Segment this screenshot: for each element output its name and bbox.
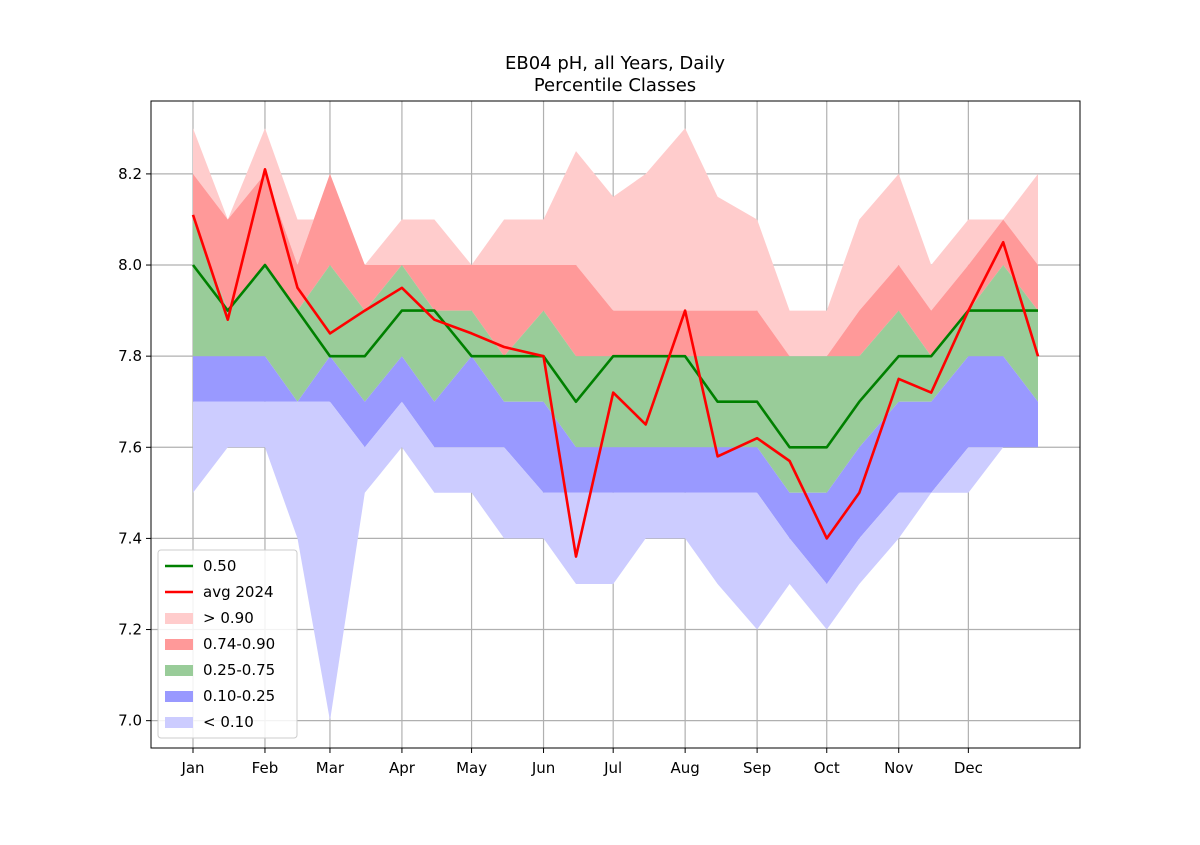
x-tick-label: Jul <box>603 759 622 777</box>
x-tick-label: Oct <box>814 759 840 777</box>
band-p25-p75 <box>193 219 1038 493</box>
chart-title: EB04 pH, all Years, Daily <box>505 53 725 74</box>
plot-area: 7.0 7.2 7.4 7.6 7.8 8.0 8.2 Jan Feb Mar Apr May Jun J… <box>118 100 1081 777</box>
y-tick-label: 8.0 <box>118 256 142 274</box>
band-p10-p25 <box>193 356 1038 584</box>
legend-label: 0.74-0.90 <box>203 635 275 653</box>
y-tick-label: 7.6 <box>118 438 142 456</box>
x-tick-label: Aug <box>670 759 699 777</box>
y-tick-label: 7.0 <box>118 712 142 730</box>
y-tick-label: 7.4 <box>118 529 142 547</box>
x-tick-label: Feb <box>252 759 279 777</box>
x-tick-label: May <box>456 759 487 777</box>
chart-subtitle: Percentile Classes <box>534 75 696 96</box>
legend-swatch-patch <box>165 691 193 702</box>
legend-swatch-patch <box>165 639 193 650</box>
legend-label: 0.10-0.25 <box>203 687 275 705</box>
legend-swatch-patch <box>165 665 193 676</box>
legend: 0.50 avg 2024 > 0.90 0.74-0.90 0.25-0.75 0.10… <box>157 549 298 739</box>
x-tick-label: Sep <box>743 759 771 777</box>
x-tick-label: Apr <box>389 759 416 777</box>
x-tick-label: Nov <box>884 759 913 777</box>
x-tick-label: Dec <box>954 759 983 777</box>
legend-label: > 0.90 <box>203 609 254 627</box>
x-tick-label: Mar <box>316 759 345 777</box>
y-tick-label: 8.2 <box>118 165 142 183</box>
band-below-p10 <box>193 401 1038 721</box>
legend-label: avg 2024 <box>203 583 274 601</box>
band-p74-p90 <box>193 173 1038 357</box>
percentile-bands <box>191 128 1040 721</box>
x-tick-label: Jun <box>531 759 555 777</box>
axes-frame <box>150 100 1081 749</box>
legend-label: 0.50 <box>203 557 236 575</box>
legend-swatch-patch <box>165 613 193 624</box>
x-tick-label: Jan <box>180 759 204 777</box>
legend-label: < 0.10 <box>203 713 254 731</box>
legend-swatch-patch <box>165 717 193 728</box>
y-tick-label: 7.8 <box>118 347 142 365</box>
band-above-p90 <box>193 128 1038 357</box>
median-line <box>191 263 1038 449</box>
avg-2024-line <box>191 168 1040 558</box>
legend-label: 0.25-0.75 <box>203 661 275 679</box>
y-tick-label: 7.2 <box>118 621 142 639</box>
